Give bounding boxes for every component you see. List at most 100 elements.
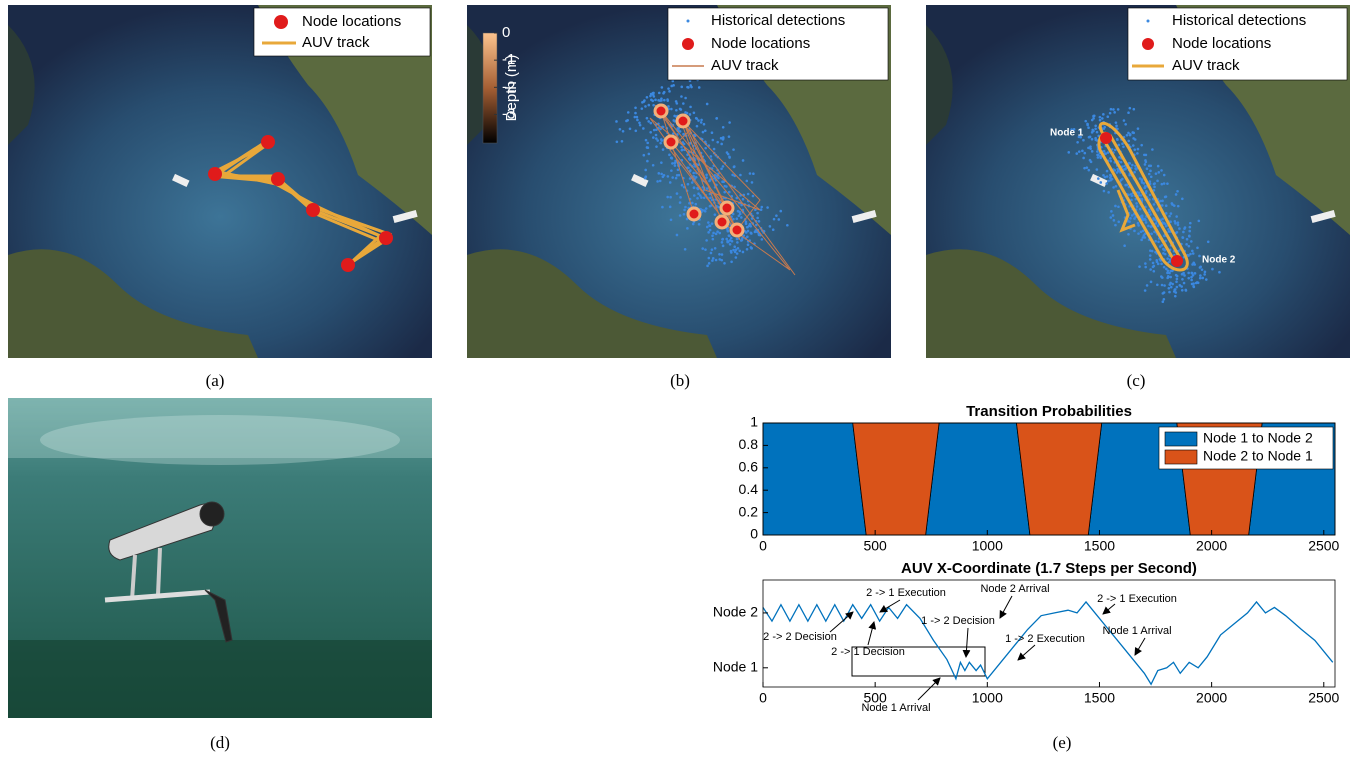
detection-dot [1133,138,1137,141]
detection-dot [704,146,707,150]
detection-dot [725,151,729,154]
legend-marker [1142,38,1154,50]
panel-label: (d) [210,733,230,752]
detection-dot [1181,277,1184,281]
detection-dot [709,251,713,255]
detection-dot [739,173,742,177]
detection-dot [692,111,696,115]
x-tick-label: 500 [863,538,887,554]
detection-dot [1094,124,1097,128]
detection-dot [1162,173,1166,177]
panel-label: (c) [1127,371,1146,390]
legend-label: AUV track [1172,57,1240,74]
y-tick-label: 0.2 [739,503,759,519]
detection-dot [1114,204,1117,208]
y-tick-label: 1 [750,414,758,430]
detection-dot [727,190,731,194]
detection-dot [1183,274,1186,277]
detection-dot [1164,204,1168,208]
detection-dot [1135,202,1138,205]
detection-dot [1113,148,1117,152]
detection-dot [714,258,718,262]
detection-dot [1168,214,1171,218]
detection-dot [1144,262,1147,265]
detection-dot [636,118,639,122]
legend-marker [686,19,690,23]
detection-dot [638,123,642,127]
detection-dot [745,248,749,251]
detection-dot [1176,221,1180,224]
detection-dot [1150,232,1153,236]
detection-dot [645,116,649,120]
detection-dot [645,146,649,149]
detection-dot [1114,185,1118,188]
detection-dot [690,181,694,184]
legend-label: AUV track [711,57,779,74]
detection-dot [1143,185,1147,188]
detection-dot [1102,189,1106,193]
auv-sensor [204,589,233,643]
detection-dot [1085,166,1089,169]
detection-dot [692,186,696,189]
annotation-arrow [962,627,971,658]
detection-dot [705,102,709,106]
detection-dot [735,196,739,200]
detection-dot [756,216,759,220]
colorbar-tick-label: -1 [502,51,515,68]
detection-dot [1169,220,1172,223]
detection-dot [675,102,679,105]
detection-dot [1180,285,1183,288]
detection-dot [667,87,670,90]
detection-dot [670,107,673,111]
detection-dot [626,118,629,122]
detection-dot [746,225,749,229]
detection-dot [1174,222,1177,225]
x-tick-label: 2500 [1308,538,1339,554]
detection-dot [1117,205,1120,209]
detection-dot [691,222,695,226]
detection-dot [1169,212,1173,215]
detection-dot [705,173,708,177]
detection-dot [756,211,759,215]
detection-dot [1114,121,1118,124]
detection-dot [691,201,694,205]
detection-dot [741,250,745,254]
detection-dot [1145,190,1148,193]
detection-dot [670,84,674,88]
legend: Historical detections Node locations AUV… [1127,7,1348,81]
detection-dot [786,223,789,227]
x-tick-label: 1000 [972,690,1003,706]
detection-dot [1140,143,1144,147]
detection-dot [1190,278,1193,282]
detection-dot [775,214,778,217]
detection-dot [1152,203,1156,206]
detection-dot [1166,182,1169,185]
legend-label: Node locations [1172,35,1271,52]
detection-dot [655,137,658,140]
detection-dot [709,196,712,200]
detection-dot [666,99,670,102]
detection-dot [615,120,618,123]
boat [392,209,418,223]
legend-label: Historical detections [1172,12,1306,29]
detection-dot [729,249,733,253]
node-marker [686,206,702,222]
y-tick-label: 0.8 [739,436,759,452]
detection-dot [1067,151,1071,154]
detection-dot [694,175,698,179]
detection-dot [1140,181,1144,184]
detection-dot [697,192,700,196]
boat [172,173,190,188]
detection-dot [1148,180,1152,183]
detection-dot [680,85,684,89]
detection-dot [1147,172,1151,176]
detection-dot [720,167,723,171]
detection-dot [746,243,750,247]
detection-dot [647,152,651,156]
detection-dot [1072,128,1076,131]
detection-dot [700,118,703,122]
detection-dot [1162,182,1166,185]
detection-dot [779,209,783,213]
detection-dot [684,111,687,114]
detection-dot [663,98,666,102]
